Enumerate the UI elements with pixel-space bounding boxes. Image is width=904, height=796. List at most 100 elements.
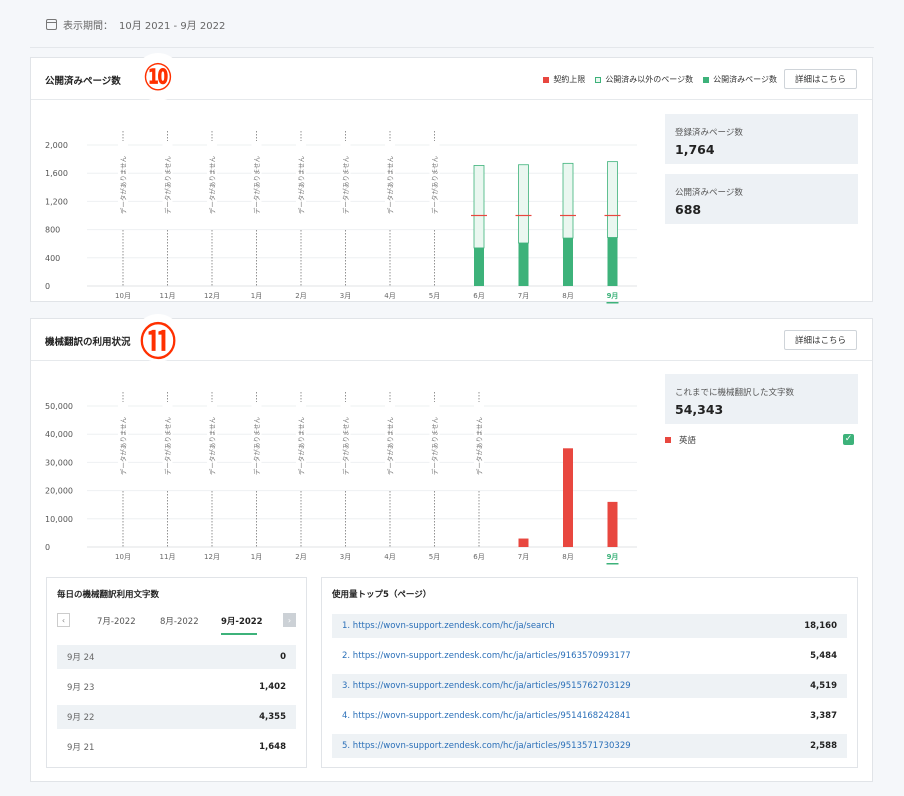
- x-tick-label: 7月: [518, 553, 529, 561]
- legend-swatch: [703, 76, 710, 83]
- divider: [30, 47, 874, 48]
- stat-label: これまでに機械翻訳した文字数: [675, 388, 795, 398]
- x-tick-label: 2月: [295, 553, 306, 561]
- top5-count: 2,588: [810, 741, 837, 751]
- x-tick-label: 9月: [607, 553, 619, 561]
- selected-month-underline: [606, 302, 619, 304]
- no-data-label: データがありません: [297, 155, 306, 214]
- y-tick-label: 800: [45, 226, 60, 235]
- mt-usage-detail-button[interactable]: 詳細はこちら: [783, 330, 857, 350]
- x-tick-label: 4月: [384, 553, 395, 561]
- y-tick-label: 2,000: [45, 141, 68, 150]
- y-tick-label: 30,000: [45, 458, 73, 467]
- no-data-label-bg: [118, 141, 128, 229]
- tab-sep-2022[interactable]: 9月-2022: [221, 617, 263, 627]
- top5-count: 5,484: [810, 651, 837, 661]
- y-tick-label: 0: [45, 543, 50, 552]
- top5-url-link[interactable]: 4. https://wovn-support.zendesk.com/hc/j…: [342, 711, 631, 721]
- daily-date: 9月 21: [67, 743, 95, 753]
- no-data-label-bg: [385, 402, 395, 490]
- no-data-label: データがありません: [119, 155, 128, 214]
- top5-row: 5. https://wovn-support.zendesk.com/hc/j…: [332, 734, 847, 758]
- x-tick-label: 11月: [160, 553, 176, 561]
- daily-count: 0: [280, 652, 286, 662]
- no-data-label-bg: [162, 141, 173, 229]
- top5-row: 4. https://wovn-support.zendesk.com/hc/j…: [332, 704, 847, 728]
- language-row-english: 英語: [665, 434, 696, 446]
- x-tick-label: 5月: [429, 292, 440, 300]
- no-data-label-bg: [296, 141, 306, 229]
- published-bar: [518, 242, 529, 286]
- period-value: 10月 2021 - 9月 2022: [119, 21, 226, 32]
- mt-total-stat: これまでに機械翻訳した文字数 54,343: [665, 374, 858, 424]
- daily-date: 9月 23: [67, 683, 95, 693]
- language-swatch: [665, 437, 671, 443]
- top5-title: 使用量トップ5（ページ）: [332, 590, 432, 600]
- published-pages-chart: 0 400 800 1,200 1,600 2,000 10月 データがありません 11月 データ…: [45, 131, 637, 304]
- no-data-label: データがありません: [475, 416, 484, 475]
- language-checkbox[interactable]: ✓: [843, 434, 854, 445]
- x-tick-label: 5月: [429, 553, 440, 561]
- legend-label: 公開済み以外のページ数: [605, 75, 694, 84]
- daily-row: 9月 23 1,402: [57, 675, 296, 699]
- no-data-label-bg: [207, 141, 217, 229]
- daily-row: 9月 24 0: [57, 645, 296, 669]
- top5-url-link[interactable]: 3. https://wovn-support.zendesk.com/hc/j…: [342, 681, 631, 691]
- stat-value: 1,764: [675, 142, 715, 157]
- daily-count: 1,648: [259, 742, 286, 752]
- unpublished-bar: [607, 161, 618, 238]
- top5-url-link[interactable]: 5. https://wovn-support.zendesk.com/hc/j…: [342, 741, 631, 751]
- y-tick-label: 1,200: [45, 197, 68, 206]
- english-bar: [563, 448, 573, 547]
- top5-row: 1. https://wovn-support.zendesk.com/hc/j…: [332, 614, 847, 638]
- y-tick-label: 1,600: [45, 169, 68, 178]
- no-data-label: データがありません: [163, 155, 172, 214]
- selected-month-underline: [606, 563, 619, 565]
- no-data-label: データがありません: [297, 416, 306, 475]
- published-pages-detail-button[interactable]: 詳細はこちら: [783, 69, 857, 89]
- x-tick-label: 9月: [607, 292, 619, 300]
- prev-month-button[interactable]: ‹: [57, 613, 70, 627]
- stat-label: 公開済みページ数: [675, 188, 743, 198]
- top5-count: 4,519: [810, 681, 837, 691]
- published-bar: [607, 237, 618, 286]
- x-tick-label: 8月: [562, 553, 573, 561]
- no-data-label-bg: [474, 402, 484, 490]
- legend-label: 契約上限: [553, 75, 586, 84]
- no-data-label: データがありません: [208, 155, 217, 214]
- y-tick-label: 20,000: [45, 487, 73, 496]
- top5-url-link[interactable]: 1. https://wovn-support.zendesk.com/hc/j…: [342, 621, 555, 631]
- published-pages-legend: 契約上限 公開済み以外のページ数 公開済みページ数: [543, 74, 777, 85]
- top5-url-link[interactable]: 2. https://wovn-support.zendesk.com/hc/j…: [342, 651, 631, 661]
- unpublished-bar: [518, 164, 529, 244]
- legend-item-unpublished: 公開済み以外のページ数: [595, 74, 693, 85]
- next-month-button[interactable]: ›: [283, 613, 296, 627]
- tab-aug-2022[interactable]: 8月-2022: [160, 617, 199, 627]
- no-data-label: データがありません: [386, 155, 395, 214]
- english-bar: [518, 538, 529, 547]
- published-pages-card: 公開済みページ数 契約上限 公開済み以外のページ数 公開済みページ数 詳細はこち…: [30, 57, 873, 304]
- x-tick-label: 7月: [518, 292, 529, 300]
- period-label: 表示期間：: [63, 21, 113, 32]
- legend-item-limit: 契約上限: [543, 74, 585, 85]
- no-data-label-bg: [162, 402, 173, 490]
- y-tick-label: 10,000: [45, 515, 73, 524]
- mt-usage-chart: 0 10,000 20,000 30,000 40,000 50,000 10月 データがあり…: [45, 392, 637, 565]
- step-badge-10: ⑩: [134, 53, 182, 101]
- published-bar: [474, 247, 484, 286]
- mt-usage-card: 機械翻訳の利用状況 詳細はこちら 0 10,000 20,000 30,000 40,0…: [30, 318, 873, 782]
- x-tick-label: 12月: [204, 292, 220, 300]
- published-bar: [563, 238, 573, 286]
- legend-item-published: 公開済みページ数: [703, 74, 777, 85]
- tab-jul-2022[interactable]: 7月-2022: [97, 617, 136, 627]
- badge-text: ⑪: [139, 319, 177, 364]
- no-data-label: データがありません: [208, 416, 217, 475]
- no-data-label: データがありません: [252, 416, 261, 475]
- no-data-label-bg: [251, 141, 262, 229]
- no-data-label: データがありません: [341, 416, 350, 475]
- month-tabs: ‹ 7月-2022 8月-2022 9月-2022 ›: [57, 611, 296, 635]
- y-tick-label: 50,000: [45, 402, 73, 411]
- published-pages-stat: 公開済みページ数 688: [665, 174, 858, 224]
- top5-pages-panel: 使用量トップ5（ページ） 1. https://wovn-support.zen…: [321, 577, 858, 768]
- no-data-label: データがありません: [163, 416, 172, 475]
